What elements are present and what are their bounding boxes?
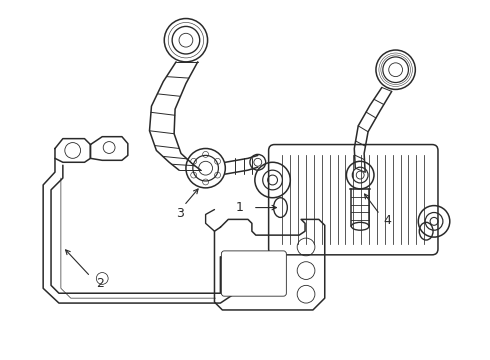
Text: 1: 1 <box>236 201 244 214</box>
FancyBboxPatch shape <box>221 251 286 296</box>
FancyBboxPatch shape <box>269 145 438 255</box>
Text: 3: 3 <box>176 207 184 220</box>
Text: 4: 4 <box>384 214 392 227</box>
Text: 2: 2 <box>97 277 104 290</box>
